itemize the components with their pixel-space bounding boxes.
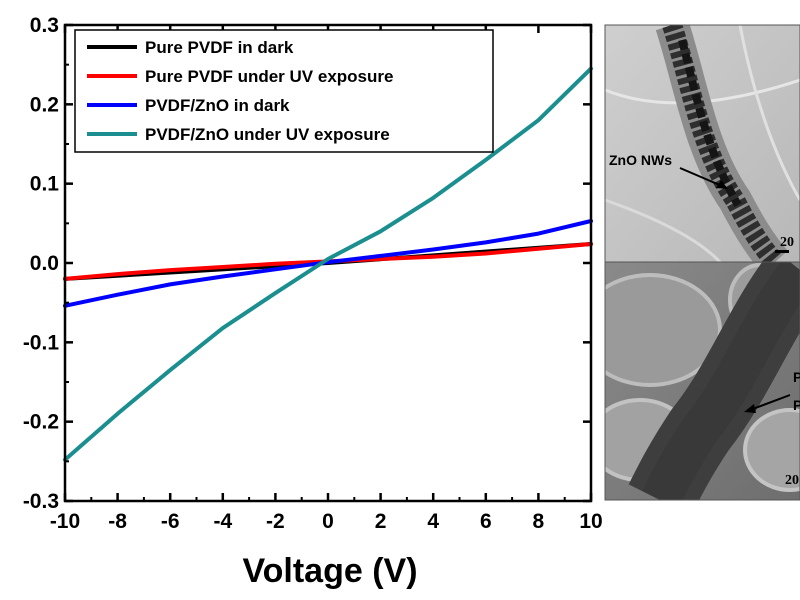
tem-bottom-image (605, 262, 800, 500)
tem-top-scale: 20 (780, 235, 794, 250)
tem-top-image (605, 25, 800, 262)
tem-top-scalebar (775, 250, 789, 253)
x-tick-label: 10 (579, 510, 602, 533)
x-tick-label: 4 (427, 510, 439, 533)
tem-bottom-scale: 20 (785, 473, 799, 488)
series-line-3 (63, 66, 593, 462)
x-tick-label: -6 (161, 510, 180, 533)
tem-inset: ZnO NWs 20 P P 20 (604, 24, 800, 501)
y-tick-label: 0.3 (30, 14, 59, 37)
x-tick-label: 8 (533, 510, 545, 533)
legend-label-0: Pure PVDF in dark (145, 38, 294, 57)
legend-label-1: Pure PVDF under UV exposure (145, 67, 393, 86)
tem-bottom-arrowhead (744, 404, 756, 413)
legend-label-3: PVDF/ZnO under UV exposure (145, 125, 390, 144)
tem-top-label: ZnO NWs (609, 152, 672, 168)
legend-box (74, 29, 494, 153)
x-tick-label: -8 (108, 510, 127, 533)
x-tick-label: 0 (322, 510, 334, 533)
axes: -0.3 -0.2 -0.1 0.0 0.1 0.2 0.3 -10 -8 -6 -4 -2 0 2 4 6 8… (23, 14, 603, 533)
tem-bottom-label-2: P (793, 397, 800, 413)
series-layer (63, 66, 593, 462)
tem-bottom-label-1: P (793, 369, 800, 385)
x-tick-label: 2 (375, 510, 387, 533)
y-tick-label: 0.0 (30, 252, 59, 275)
x-axis-title: Voltage (V) (242, 552, 417, 590)
y-tick-label: 0.2 (30, 93, 59, 116)
y-tick-label: 0.1 (30, 173, 60, 196)
x-tick-label: -2 (266, 510, 285, 533)
tem-bottom-arrow (749, 394, 791, 411)
legend: Pure PVDF in dark Pure PVDF under UV expo… (74, 29, 494, 153)
series-line-2 (63, 219, 593, 308)
tem-top-arrow (679, 167, 723, 187)
y-tick-label: -0.1 (23, 331, 60, 354)
legend-label-2: PVDF/ZnO in dark (145, 96, 290, 115)
tem-top-arrowhead (716, 180, 728, 189)
y-tick-label: -0.3 (23, 490, 59, 513)
y-tick-label: -0.2 (23, 411, 59, 434)
x-tick-label: -4 (213, 510, 232, 533)
x-tick-label: -10 (50, 510, 80, 533)
x-tick-label: 6 (480, 510, 492, 533)
